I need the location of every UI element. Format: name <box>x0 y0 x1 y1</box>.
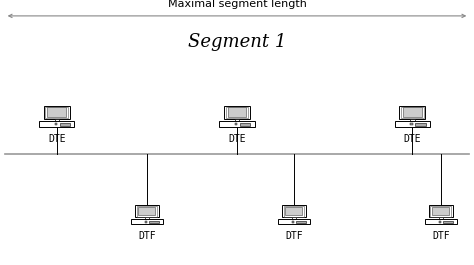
Bar <box>292 221 294 223</box>
Bar <box>224 106 250 119</box>
Bar <box>415 123 426 126</box>
Bar <box>399 106 426 119</box>
Text: DTE: DTE <box>403 134 421 144</box>
Bar <box>149 221 159 223</box>
Bar <box>235 119 239 121</box>
Bar <box>145 221 147 223</box>
Bar <box>292 217 296 219</box>
Bar <box>226 107 248 118</box>
Bar <box>439 221 441 223</box>
Bar <box>443 221 453 223</box>
Bar <box>410 123 413 125</box>
Bar <box>131 219 163 224</box>
Bar <box>403 107 422 117</box>
Bar <box>430 206 451 217</box>
Bar <box>47 107 66 117</box>
Bar <box>395 121 430 127</box>
Bar <box>137 206 157 217</box>
Text: Maximal segment length: Maximal segment length <box>168 0 306 9</box>
Text: DTE: DTE <box>228 134 246 144</box>
Text: DTF: DTF <box>285 231 303 241</box>
Bar <box>145 217 149 219</box>
Bar <box>240 123 250 126</box>
Bar <box>46 107 68 118</box>
Bar <box>282 205 306 217</box>
Bar <box>228 107 246 117</box>
Bar <box>55 119 59 121</box>
Text: DTF: DTF <box>432 231 450 241</box>
Bar <box>278 219 310 224</box>
Bar <box>44 106 70 119</box>
Bar <box>432 207 449 215</box>
Bar <box>138 207 155 215</box>
Text: Segment 1: Segment 1 <box>188 33 286 51</box>
Bar <box>285 207 302 215</box>
Bar <box>401 107 424 118</box>
Text: DTF: DTF <box>138 231 156 241</box>
Bar <box>296 221 306 223</box>
Bar <box>39 121 74 127</box>
Bar <box>135 205 159 217</box>
Bar <box>429 205 453 217</box>
Bar <box>219 121 255 127</box>
Bar <box>439 217 443 219</box>
Bar <box>60 123 70 126</box>
Bar <box>235 123 237 125</box>
Bar <box>425 219 456 224</box>
Text: DTE: DTE <box>48 134 66 144</box>
Bar <box>410 119 415 121</box>
Bar <box>55 123 57 125</box>
Bar <box>283 206 304 217</box>
